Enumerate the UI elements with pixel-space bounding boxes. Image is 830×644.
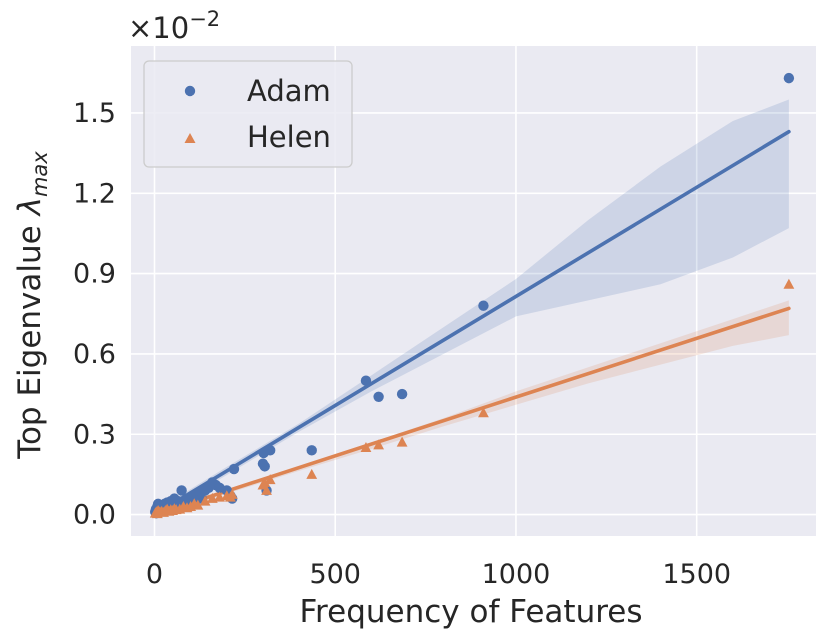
y-tick-label: 1.5 [73, 98, 116, 129]
x-axis-label: Frequency of Features [299, 594, 642, 630]
y-tick-label: 0.0 [73, 500, 116, 531]
point-helen [259, 476, 271, 487]
point-helen [478, 407, 489, 418]
point-adam [373, 391, 384, 402]
point-adam [396, 388, 408, 400]
x-tick-label: 1000 [482, 559, 551, 590]
point-helen [261, 484, 272, 495]
y-scale-label: ×10−2 [128, 7, 220, 45]
point-adam [306, 445, 317, 456]
point-adam [478, 300, 489, 311]
point-adam [360, 375, 372, 386]
point-helen [360, 442, 372, 453]
y-axis-label: Top Eigenvalue λmax [12, 151, 52, 460]
point-helen [192, 499, 204, 510]
y-tick-labels: 0.0 0.3 0.6 0.9 1.2 1.5 [73, 98, 116, 531]
point-helen [264, 474, 276, 485]
fit-line-helen [152, 306, 791, 517]
point-adam [264, 445, 276, 456]
x-tick-label: 1500 [662, 559, 731, 590]
point-adam [259, 461, 270, 472]
point-helen [396, 436, 408, 447]
legend: Adam Helen [143, 60, 353, 168]
legend-marker-adam [184, 85, 196, 97]
legend-frame [143, 60, 353, 168]
x-tick-labels: 0 500 1000 1500 [146, 559, 731, 590]
y-tick-label: 1.2 [73, 178, 116, 209]
x-tick-label: 0 [146, 559, 163, 590]
point-adam [228, 463, 240, 475]
point-helen [373, 439, 385, 450]
point-helen [199, 495, 211, 506]
legend-label-helen: Helen [247, 120, 331, 154]
y-tick-label: 0.9 [73, 259, 116, 290]
legend-marker-helen [184, 133, 196, 143]
data-points [149, 72, 795, 519]
point-adam [176, 485, 187, 496]
confidence-band-adam [154, 99, 789, 518]
point-helen [306, 468, 318, 479]
point-helen [783, 278, 795, 289]
y-tick-label: 0.6 [73, 339, 116, 370]
point-adam [783, 72, 795, 84]
gridlines [131, 46, 816, 536]
y-tick-label: 0.3 [73, 419, 116, 450]
x-tick-label: 500 [309, 559, 361, 590]
point-helen [226, 488, 238, 499]
legend-label-adam: Adam [247, 74, 331, 108]
